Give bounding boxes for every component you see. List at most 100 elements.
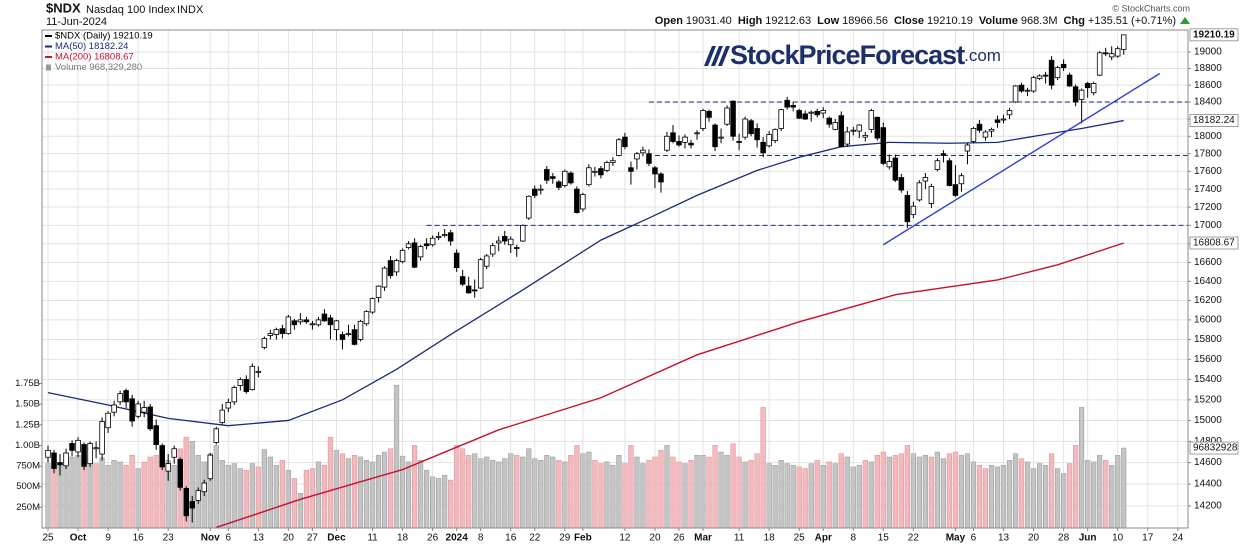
volume-bar [952,451,959,529]
volume-bar [730,443,736,529]
y-tick-label: 14400 [1194,479,1222,490]
volume-bar [754,453,760,529]
volume-tick-label: 500M [16,481,40,492]
volume-bar [706,456,712,529]
volume-bar [1036,463,1043,529]
volume-bar [454,445,460,529]
candle-body [1024,89,1031,92]
quote-label: Volume [979,15,1018,27]
volume-bar [538,460,544,529]
candle-body [333,320,340,331]
quote-line: Open 19031.40 High 19212.63 Low 18966.56 Close… [655,15,1176,27]
volume-bar [255,466,261,529]
candle-body [147,406,153,430]
volume-bar [327,436,334,529]
candle-body [874,116,881,139]
candle-body [171,448,177,458]
candle-body [201,482,207,493]
volume-bar [141,461,147,529]
x-tick-label: Apr [815,533,832,544]
volume-bar [267,456,273,529]
volume-bar [694,455,700,529]
candle-body [664,135,670,151]
candle-body [1060,63,1067,69]
volume-bar [249,463,255,529]
candle-body [447,232,454,242]
volume-bar [1024,461,1031,529]
volume-bar [928,456,934,529]
candle-body [514,247,520,249]
volume-bar [574,445,580,529]
volume-bar [916,456,922,529]
candle-body [658,173,664,183]
volume-bar [502,458,508,529]
x-tick-label: 23 [163,533,175,544]
quote-value: 968.3M [1021,15,1058,27]
volume-bar [718,451,724,529]
volume-bar [405,461,412,529]
x-tick-label: 25 [794,533,806,544]
volume-tick-label: 750M [16,461,40,472]
y-tick-label: 15200 [1194,394,1222,405]
x-tick-label: 18 [397,533,409,544]
logo-slash [718,46,730,66]
candle-body [105,412,111,429]
y-tick-label: 19000 [1194,47,1222,58]
volume-bar [940,458,947,529]
volume-bar [898,453,904,529]
y-tick-label: 15800 [1194,334,1222,345]
volume-bar [261,449,267,529]
watermark-main: StockPriceForecast [730,40,965,70]
x-tick-label: 13 [998,533,1010,544]
candle-body [213,428,220,443]
candle-body [640,149,646,154]
volume-bar [544,455,550,529]
volume-bar [424,469,430,529]
legend-swatch [46,64,51,71]
y-tick-label: 18800 [1194,63,1222,74]
candle-body [646,153,652,164]
volume-bar [922,455,928,529]
candle-body [778,109,784,129]
volume-bar [285,469,291,529]
candle-body [1036,75,1043,79]
volume-bar [231,463,237,529]
candle-body [868,110,875,130]
volume-bar [742,461,748,529]
x-tick-label: 11 [734,533,745,544]
volume-bar [664,445,670,529]
candle-body [688,142,694,146]
candle-body [856,124,863,132]
candle-body [51,452,57,469]
volume-bar [105,464,111,529]
x-tick-label: 28 [1058,533,1070,544]
candle-body [880,127,887,164]
quote-value: 19212.63 [765,15,811,27]
candle-body [538,188,544,191]
volume-bar [1085,460,1091,529]
volume-bar [748,460,754,529]
candle-body [369,298,376,313]
volume-bar [99,457,105,529]
candle-body [57,462,63,466]
candle-body [417,246,424,258]
volume-bar [291,478,297,529]
candle-body [532,188,538,196]
candle-body [297,319,304,323]
volume-bar [93,463,99,529]
y-tick-label: 14800 [1194,436,1222,447]
candle-body [808,111,814,114]
x-tick-label: 16 [133,533,145,544]
volume-bar [357,456,364,529]
volume-bar [478,458,484,529]
candle-body [994,119,1001,123]
x-tick-label: 8 [478,533,484,544]
candle-body [471,289,478,292]
candle-body [526,195,532,219]
candle-body [357,320,364,340]
volume-tick-label: 1.00B [15,440,40,451]
x-tick-label: 10 [1112,533,1124,544]
candle-body [327,317,334,326]
candle-body [483,255,490,267]
volume-bar [273,464,279,529]
